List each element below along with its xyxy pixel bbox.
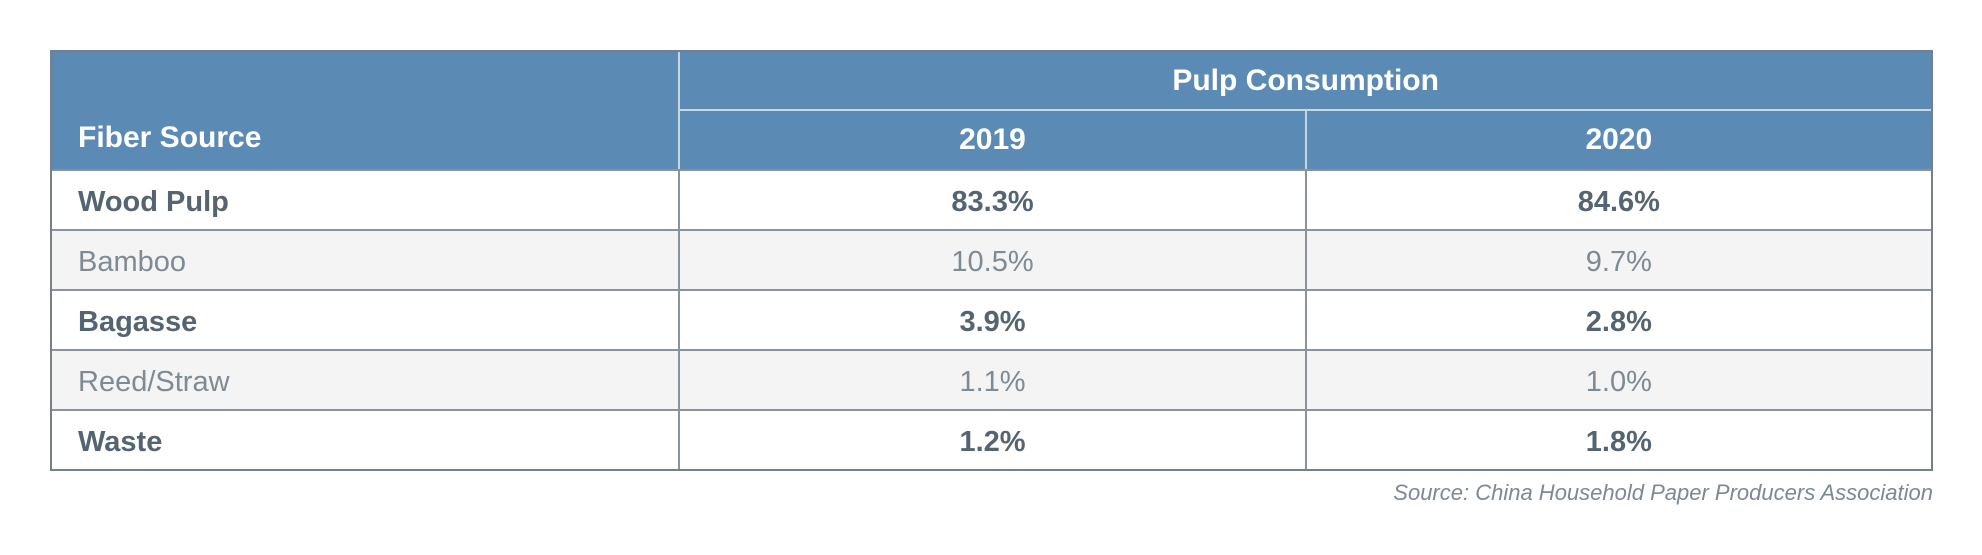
- table-row-bagasse: Bagasse 3.9% 2.8%: [52, 289, 1931, 349]
- value-2019-cell: 83.3%: [678, 171, 1304, 229]
- fiber-source-header-label: Fiber Source: [78, 121, 262, 154]
- value-2019-cell: 1.1%: [678, 351, 1304, 409]
- year-2020-header-label: 2020: [1585, 123, 1653, 156]
- table-header: Fiber Source Pulp Consumption 2019 2020: [52, 52, 1931, 169]
- fiber-source-cell: Bamboo: [78, 245, 187, 278]
- value-2019-cell: 3.9%: [678, 291, 1304, 349]
- pulp-consumption-header-cell: Pulp Consumption: [678, 52, 1931, 109]
- value-2020-cell: 2.8%: [1304, 291, 1931, 349]
- year-2019-header-label: 2019: [959, 123, 1026, 156]
- value-2019-cell: 1.2%: [678, 411, 1304, 469]
- fiber-source-cell: Bagasse: [78, 305, 198, 338]
- source-note: Source: China Household Paper Producers …: [1393, 480, 1933, 505]
- pulp-consumption-table: Fiber Source Pulp Consumption 2019 2020 …: [50, 50, 1933, 471]
- fiber-source-cell: Reed/Straw: [78, 365, 230, 398]
- fiber-source-header-cell: Fiber Source: [52, 52, 678, 169]
- value-2020-cell: 1.0%: [1304, 351, 1931, 409]
- value-2020-cell: 84.6%: [1304, 171, 1931, 229]
- value-2020-cell: 9.7%: [1304, 231, 1931, 289]
- table-row-wood-pulp: Wood Pulp 83.3% 84.6%: [52, 169, 1931, 229]
- value-2019-cell: 10.5%: [678, 231, 1304, 289]
- value-2020-cell: 1.8%: [1304, 411, 1931, 469]
- year-2019-header-cell: 2019: [678, 109, 1305, 169]
- pulp-consumption-header-label: Pulp Consumption: [1172, 63, 1439, 97]
- year-2020-header-cell: 2020: [1304, 109, 1931, 169]
- table-body: Wood Pulp 83.3% 84.6% Bamboo 10.5% 9.7% …: [52, 169, 1931, 469]
- table-row-bamboo: Bamboo 10.5% 9.7%: [52, 229, 1931, 289]
- fiber-source-cell: Wood Pulp: [78, 185, 229, 218]
- fiber-source-cell: Waste: [78, 425, 163, 458]
- table-row-reed-straw: Reed/Straw 1.1% 1.0%: [52, 349, 1931, 409]
- table-row-waste: Waste 1.2% 1.8%: [52, 409, 1931, 469]
